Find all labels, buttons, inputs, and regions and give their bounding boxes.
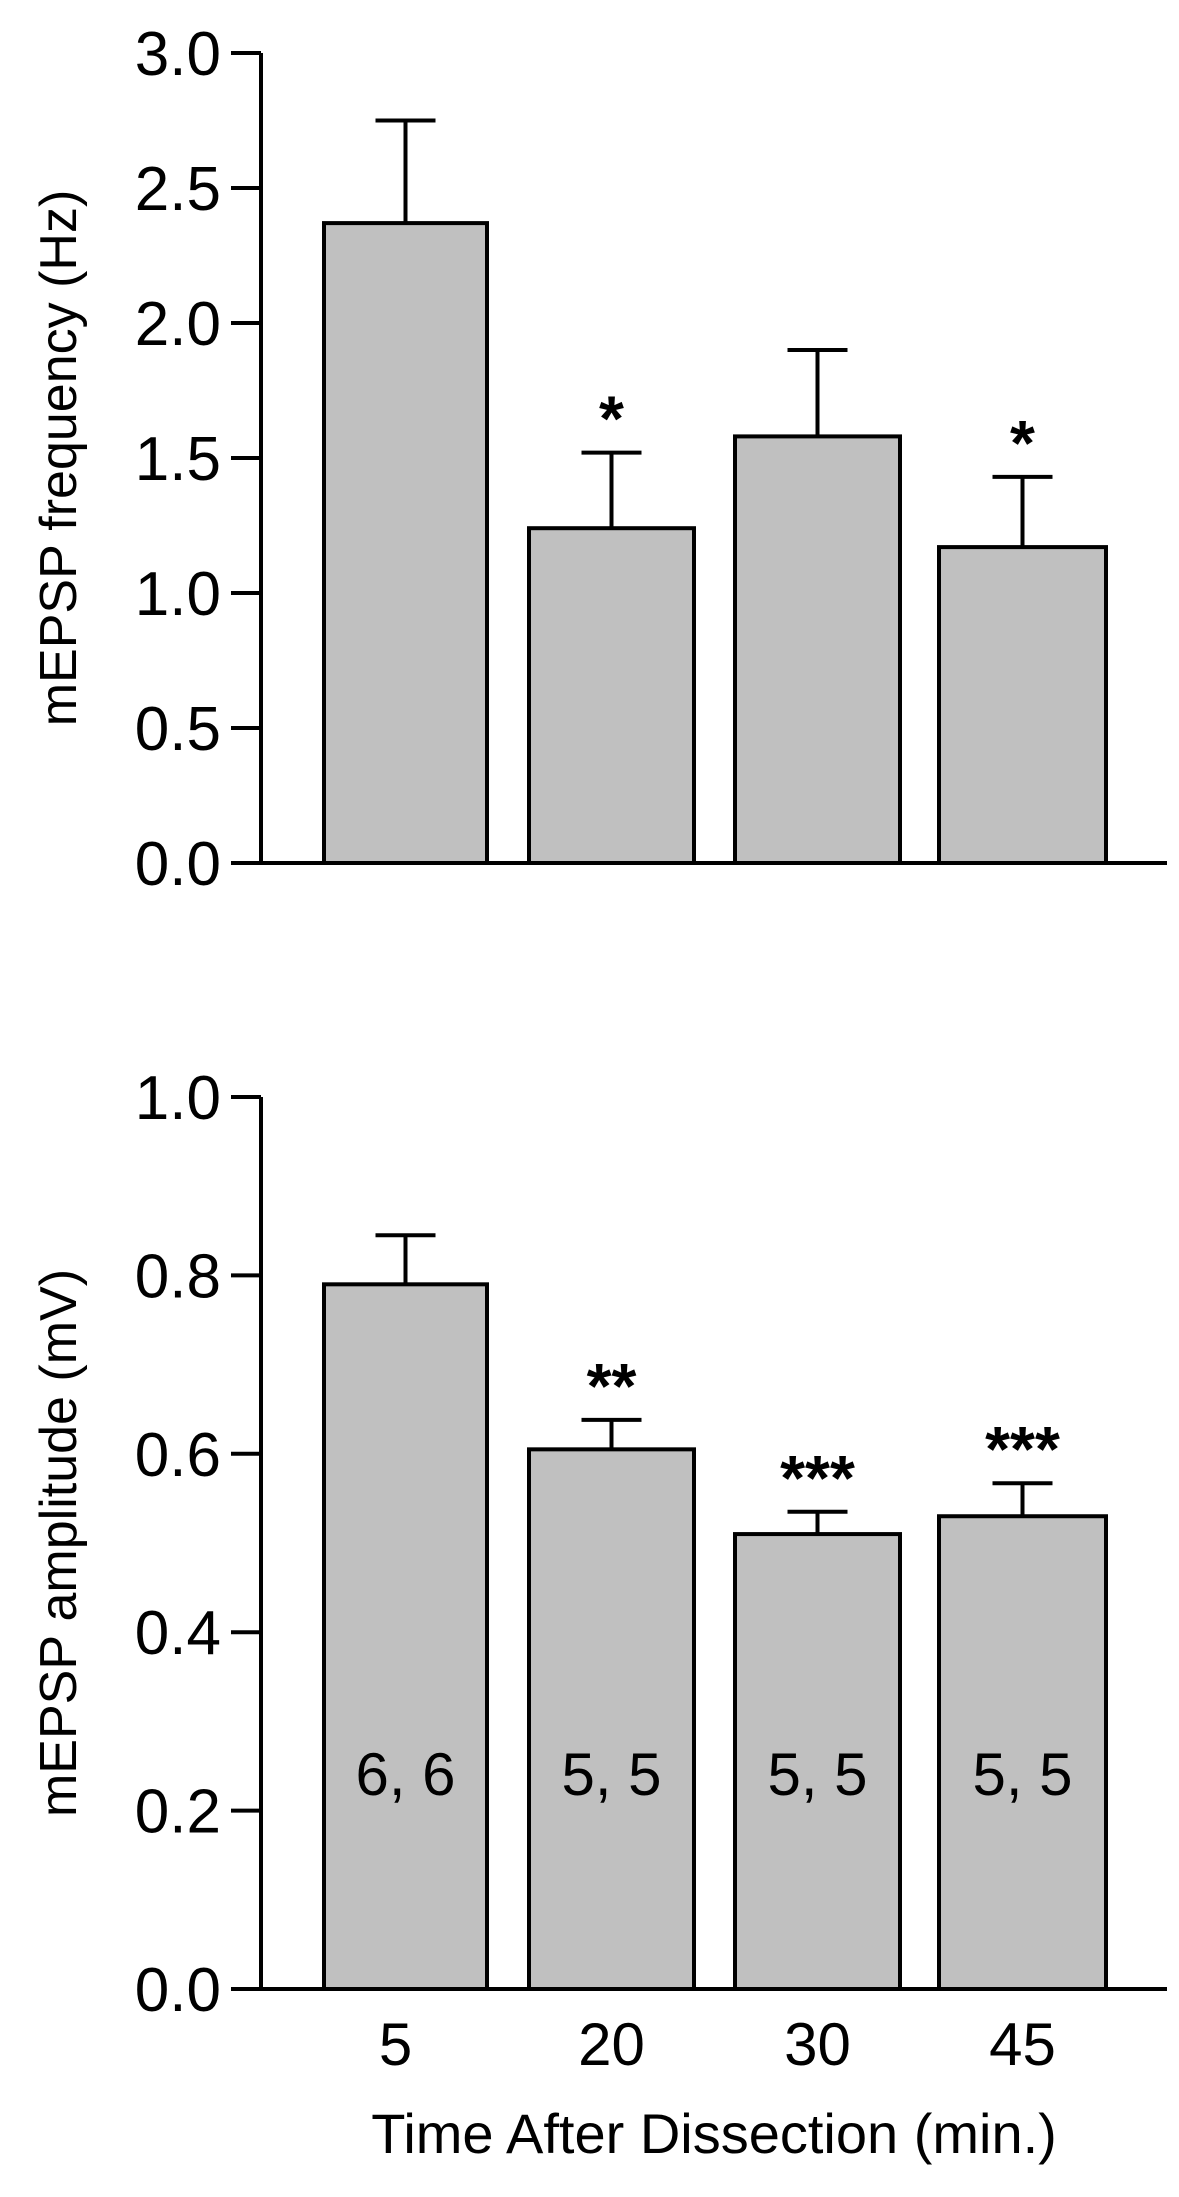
bar-n-label: 5, 5 bbox=[561, 1741, 661, 1808]
y-tick-label: 3.0 bbox=[135, 20, 221, 89]
significance-marker: *** bbox=[780, 1442, 855, 1514]
y-tick-label: 0.6 bbox=[135, 1421, 221, 1490]
y-axis-label: mEPSP amplitude (mV) bbox=[30, 1269, 88, 1817]
significance-marker: ** bbox=[587, 1350, 637, 1422]
y-tick-label: 0.0 bbox=[135, 830, 221, 899]
y-tick-label: 0.2 bbox=[135, 1778, 221, 1847]
significance-marker: *** bbox=[985, 1413, 1060, 1485]
y-tick-label: 2.5 bbox=[135, 155, 221, 224]
y-axis-label: mEPSP frequency (Hz) bbox=[30, 190, 88, 727]
y-tick-label: 0.0 bbox=[135, 1956, 221, 2025]
bar bbox=[322, 1282, 489, 1991]
x-tick-label: 5 bbox=[379, 2011, 412, 2078]
y-tick-label: 2.0 bbox=[135, 290, 221, 359]
frequency-panel: * * 0.0 0.5 1.0 1.5 2.0 2.5 3.0 mEPSP frequency (… bbox=[30, 20, 1167, 899]
y-tick-label: 0.8 bbox=[135, 1242, 221, 1311]
y-tick-label: 1.0 bbox=[135, 560, 221, 629]
bar-n-label: 6, 6 bbox=[355, 1741, 455, 1808]
significance-marker: * bbox=[599, 383, 624, 455]
bar bbox=[322, 221, 489, 866]
bar-n-label: 5, 5 bbox=[767, 1741, 867, 1808]
bar bbox=[527, 1447, 696, 1991]
y-tick-label: 0.4 bbox=[135, 1599, 221, 1668]
bar bbox=[527, 526, 696, 865]
amplitude-panel: 6, 6 ** 5, 5 *** 5, 5 *** 5, 5 0.0 0.2 0.4 0.6 0.8 1… bbox=[30, 1064, 1167, 2165]
x-tick-label: 30 bbox=[784, 2011, 851, 2078]
y-tick-label: 1.5 bbox=[135, 425, 221, 494]
x-axis-label: Time After Dissection (min.) bbox=[371, 2102, 1057, 2165]
x-tick-label: 20 bbox=[578, 2011, 645, 2078]
y-tick-label: 1.0 bbox=[135, 1064, 221, 1133]
significance-marker: * bbox=[1010, 407, 1035, 479]
bar bbox=[937, 545, 1108, 865]
x-tick-label: 45 bbox=[989, 2011, 1056, 2078]
bar bbox=[733, 1532, 902, 1991]
y-tick-label: 0.5 bbox=[135, 695, 221, 764]
bar bbox=[733, 434, 902, 865]
bar-n-label: 5, 5 bbox=[972, 1741, 1072, 1808]
